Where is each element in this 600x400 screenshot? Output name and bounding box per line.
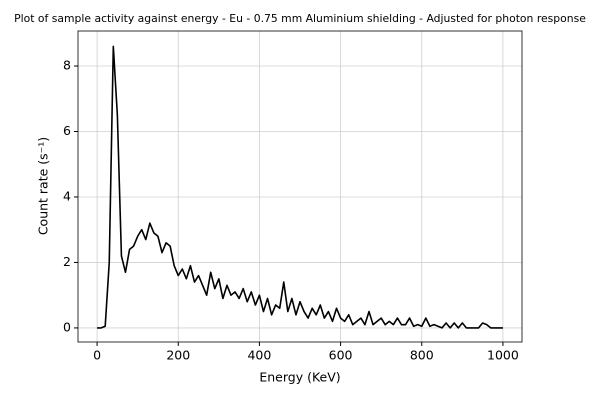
x-tick-label: 400 [247,348,271,363]
y-tick-label: 2 [63,254,71,269]
plot-frame [77,30,523,343]
y-tick-label: 6 [63,123,71,138]
chart-title: Plot of sample activity against energy -… [14,12,586,25]
x-axis-label: Energy (KeV) [259,370,340,385]
y-axis-label: Count rate (s⁻¹) [36,137,51,235]
x-tick-label: 600 [329,348,353,363]
y-tick-label: 4 [63,188,71,203]
x-tick-label: 0 [93,348,101,363]
y-tick-label: 8 [63,58,71,73]
x-tick-label: 800 [410,348,434,363]
x-tick-label: 1000 [487,348,519,363]
x-tick-label: 200 [166,348,190,363]
data-line [97,45,503,329]
y-tick-label: 0 [63,319,71,334]
